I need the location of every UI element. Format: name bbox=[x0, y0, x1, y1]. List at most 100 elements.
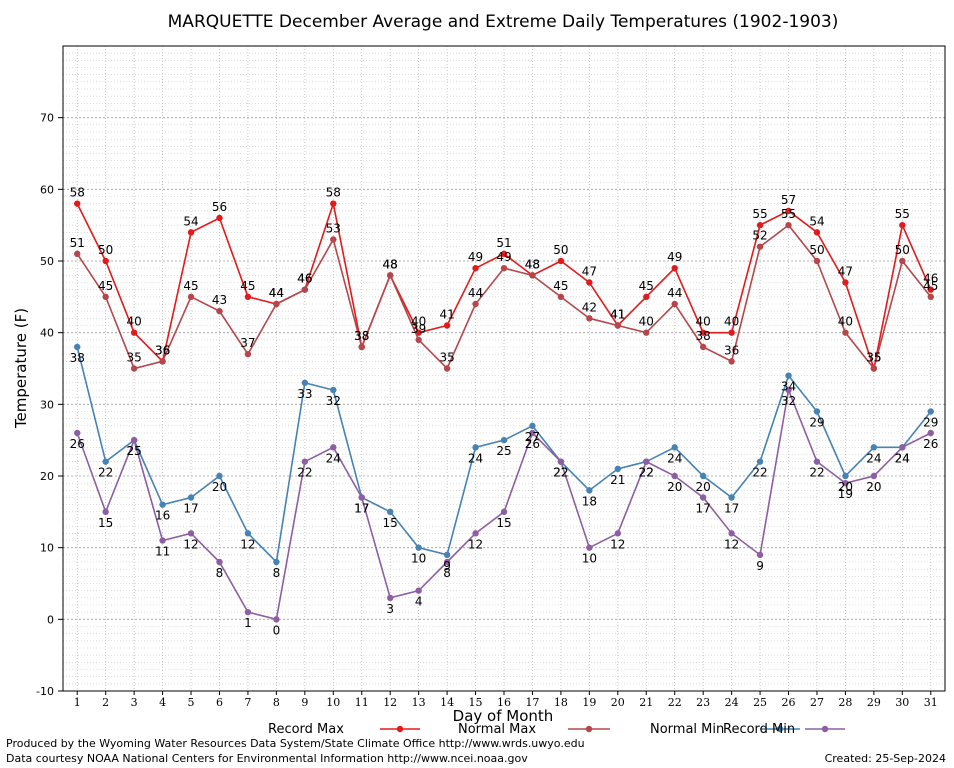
data-label: 3 bbox=[386, 602, 394, 616]
x-tick-label: 31 bbox=[924, 696, 938, 709]
data-label: 32 bbox=[781, 394, 796, 408]
data-point bbox=[785, 386, 792, 394]
data-label: 40 bbox=[126, 315, 141, 329]
data-label: 21 bbox=[610, 473, 625, 487]
data-point bbox=[130, 365, 138, 372]
data-label: 8 bbox=[216, 566, 224, 580]
data-point bbox=[74, 200, 81, 207]
data-point bbox=[813, 458, 821, 465]
data-point bbox=[330, 386, 337, 394]
data-point bbox=[586, 487, 593, 494]
data-label: 43 bbox=[212, 293, 227, 307]
data-label: 41 bbox=[610, 308, 625, 322]
legend-label: Normal Max bbox=[458, 722, 536, 737]
x-tick-label: 14 bbox=[440, 696, 454, 709]
data-label: 24 bbox=[667, 451, 682, 465]
x-tick-label: 11 bbox=[355, 696, 369, 709]
data-label: 24 bbox=[895, 451, 910, 465]
data-point bbox=[557, 458, 565, 465]
data-label: 51 bbox=[496, 236, 511, 250]
y-tick-label: 40 bbox=[40, 327, 54, 340]
data-point bbox=[159, 358, 166, 365]
data-point bbox=[500, 250, 508, 258]
data-point bbox=[899, 444, 906, 451]
data-point bbox=[102, 293, 109, 301]
data-label: 17 bbox=[724, 502, 739, 516]
y-tick-label: -10 bbox=[36, 685, 54, 698]
data-label: 17 bbox=[354, 502, 369, 516]
data-point bbox=[813, 229, 821, 236]
x-tick-label: 29 bbox=[867, 696, 881, 709]
data-point bbox=[529, 422, 536, 430]
data-label: 20 bbox=[838, 480, 853, 494]
data-label: 36 bbox=[155, 343, 170, 357]
data-labels: 5850403654564544465838484041495148504741… bbox=[70, 186, 939, 638]
data-label: 57 bbox=[781, 193, 796, 207]
data-label: 12 bbox=[468, 537, 483, 551]
data-point bbox=[216, 214, 223, 222]
data-label: 46 bbox=[923, 272, 938, 286]
data-label: 50 bbox=[553, 243, 568, 257]
data-label: 40 bbox=[639, 315, 654, 329]
data-point bbox=[671, 264, 678, 272]
legend-marker bbox=[585, 725, 593, 733]
data-label: 50 bbox=[98, 243, 113, 257]
data-label: 20 bbox=[667, 480, 682, 494]
x-tick-label: 24 bbox=[725, 696, 739, 709]
data-point bbox=[927, 429, 934, 437]
data-label: 22 bbox=[98, 466, 113, 480]
data-point bbox=[842, 329, 849, 336]
data-label: 55 bbox=[752, 207, 767, 221]
chart-title: MARQUETTE December Average and Extreme D… bbox=[168, 12, 839, 32]
legend-label: Record Min bbox=[723, 722, 795, 737]
data-label: 16 bbox=[155, 509, 170, 523]
data-label: 48 bbox=[383, 257, 398, 271]
data-point bbox=[557, 257, 565, 265]
data-point bbox=[187, 494, 195, 501]
data-label: 22 bbox=[639, 466, 654, 480]
data-point bbox=[728, 358, 735, 365]
data-point bbox=[699, 329, 707, 336]
data-point bbox=[756, 551, 764, 559]
footer-produced-by: Produced by the Wyoming Water Resources … bbox=[6, 737, 585, 750]
data-label: 24 bbox=[468, 451, 483, 465]
data-point bbox=[443, 551, 451, 559]
data-point bbox=[130, 329, 138, 336]
data-label: 29 bbox=[923, 416, 938, 430]
y-axis-label: Temperature (F) bbox=[12, 308, 30, 429]
data-label: 1 bbox=[244, 616, 252, 630]
data-point bbox=[159, 501, 166, 508]
data-label: 38 bbox=[354, 329, 369, 343]
x-tick-label: 5 bbox=[188, 696, 195, 709]
x-tick-label: 3 bbox=[131, 696, 138, 709]
data-point bbox=[728, 530, 735, 537]
data-label: 40 bbox=[411, 315, 426, 329]
data-label: 49 bbox=[667, 250, 682, 264]
data-label: 22 bbox=[639, 466, 654, 480]
data-point bbox=[500, 436, 508, 444]
data-point bbox=[159, 537, 166, 544]
footer-courtesy: Data courtesy NOAA National Centers for … bbox=[6, 752, 528, 765]
y-tick-label: 70 bbox=[40, 112, 54, 125]
data-label: 4 bbox=[415, 595, 423, 609]
data-point bbox=[671, 300, 678, 308]
data-point bbox=[899, 221, 906, 229]
data-point bbox=[102, 458, 109, 465]
legend-marker bbox=[821, 725, 829, 733]
data-label: 17 bbox=[354, 502, 369, 516]
data-label: 45 bbox=[923, 279, 938, 293]
data-label: 58 bbox=[326, 186, 341, 200]
data-point bbox=[187, 229, 195, 236]
data-label: 50 bbox=[895, 243, 910, 257]
data-label: 44 bbox=[269, 286, 284, 300]
x-axis-label: Day of Month bbox=[453, 707, 554, 725]
data-label: 22 bbox=[553, 466, 568, 480]
data-point bbox=[415, 336, 422, 344]
x-tick-label: 15 bbox=[469, 696, 483, 709]
data-label: 41 bbox=[610, 308, 625, 322]
x-tick-label: 26 bbox=[782, 696, 796, 709]
data-label: 52 bbox=[752, 229, 767, 243]
data-point bbox=[671, 444, 678, 451]
data-label: 45 bbox=[240, 279, 255, 293]
